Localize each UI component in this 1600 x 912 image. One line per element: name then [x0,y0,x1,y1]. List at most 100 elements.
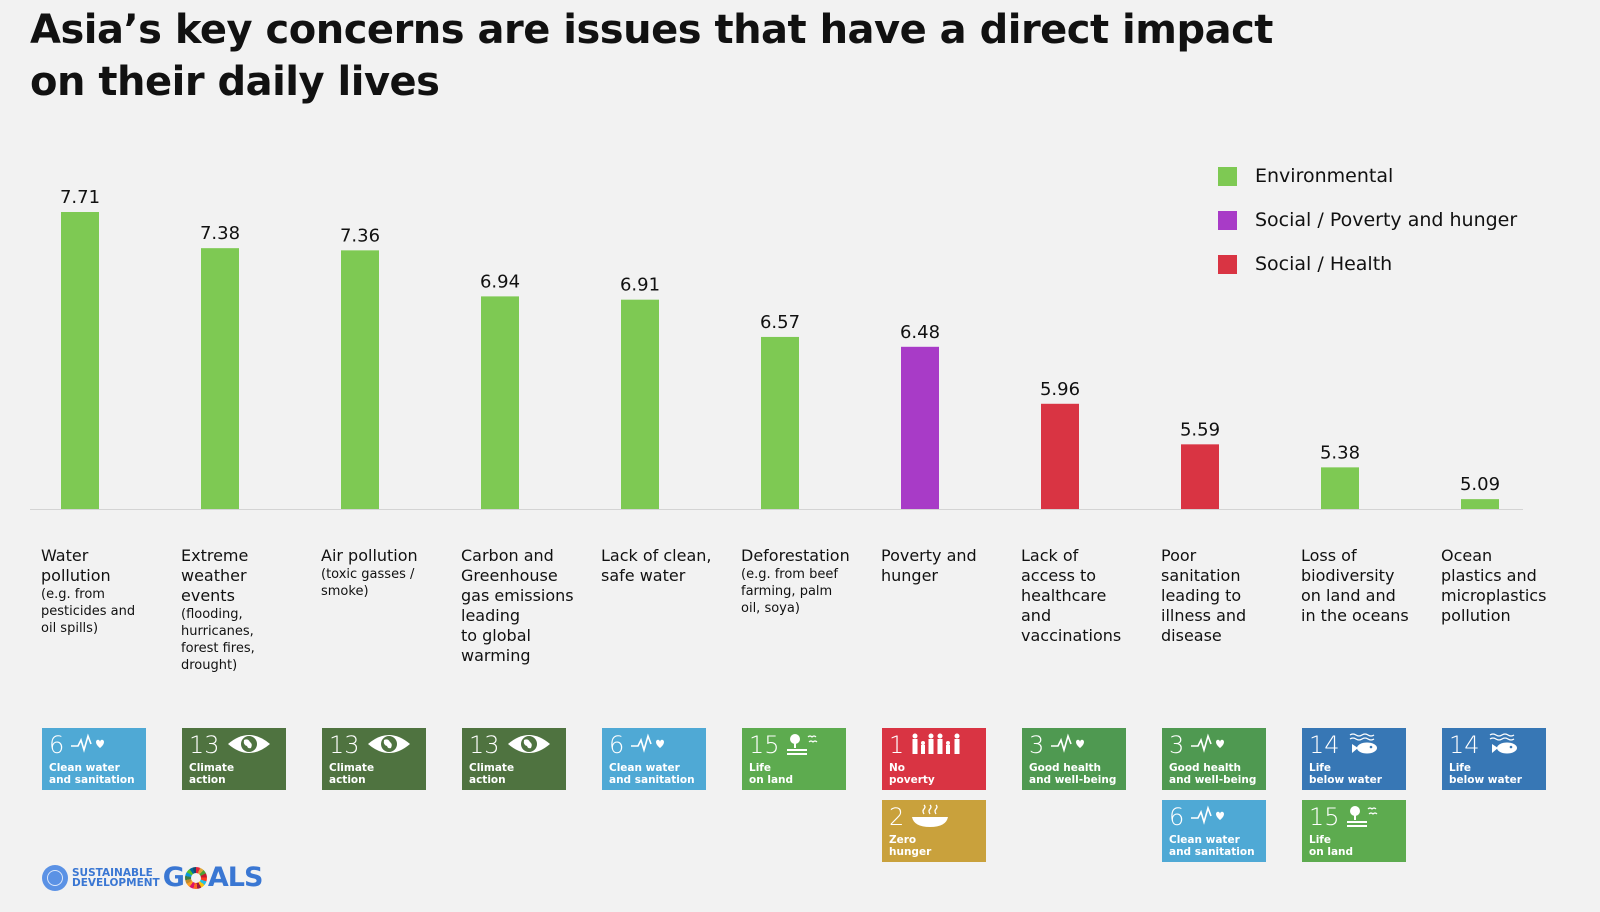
category-label: Extreme weather events (flooding, hurrica… [181,546,319,674]
data-label: 5.96 [1040,379,1080,400]
sdg-goal-name: Climate action [329,762,375,786]
sdg-number: 15 [749,731,780,759]
category-label: Lack of clean, safe water [601,546,739,586]
sdg-tile-column: 13 Climate action [182,728,286,790]
sdg-tile-2: 2 Zero hunger [882,800,986,862]
eye-globe-icon [506,732,552,758]
sdg-tile-column: 15 Life on land [742,728,846,790]
sdg-tile-14: 14 Life below water [1302,728,1406,790]
category-label: Ocean plastics and microplastics polluti… [1441,546,1579,626]
legend-label: Environmental [1255,165,1394,187]
category-main: Deforestation [741,546,850,565]
category-main: Loss of biodiversity on land and in the … [1301,546,1409,625]
sdg-goal-name: Clean water and sanitation [49,762,135,786]
legend-label: Social / Poverty and hunger [1255,209,1518,231]
bar-chart: 7.71 7.38 7.36 6.94 6.91 6.57 6.48 5.96 5.59 5.38… [30,187,1523,510]
category-note: (e.g. from pesticides and oil spills) [41,587,136,636]
sdg-tile-column: 3 Good health and well-being [1022,728,1126,790]
bowl-icon [910,804,950,830]
category-main: Lack of clean, safe water [601,546,712,585]
fish-waves-icon [1346,732,1382,758]
fish-waves-icon [1486,732,1522,758]
bar [1461,499,1499,509]
legend-swatch [1218,210,1237,230]
sdg-tile-6: 6 Clean water and sanitation [602,728,706,790]
title-line-1: Asia’s key concerns are issues that have… [30,7,1273,53]
sdg-number: 6 [1169,803,1185,831]
sdg-number: 6 [49,731,65,759]
sdg-number: 13 [329,731,360,759]
sdg-number: 1 [889,731,905,759]
sdg-tile-column: 6 Clean water and sanitation [42,728,146,790]
heartbeat-icon [1190,732,1230,758]
data-label: 5.38 [1320,442,1360,463]
sdg-number: 13 [189,731,220,759]
sdg-tile-column: 14 Life below water 15 Life on land [1302,728,1406,862]
family-icon [910,732,966,758]
sdg-number: 2 [889,803,905,831]
category-note: (e.g. from beef farming, palm oil, soya) [741,567,838,616]
category-label: Poverty and hunger [881,546,1019,586]
sdg-tile-13: 13 Climate action [322,728,426,790]
sdg-tile-column: 13 Climate action [462,728,566,790]
category-main: Poor sanitation leading to illness and d… [1161,546,1247,645]
data-label: 5.59 [1180,419,1220,440]
data-label: 7.38 [200,223,240,244]
data-label: 6.94 [480,271,520,292]
sdg-tile-column: 14 Life below water [1442,728,1546,790]
chart-title: Asia’s key concerns are issues that have… [30,4,1273,108]
un-emblem-icon [42,864,68,891]
sdg-number: 6 [609,731,625,759]
sdg-goal-name: Life below water [1449,762,1522,786]
bar [621,299,659,509]
sdg-goal-name: Climate action [469,762,515,786]
category-main: Carbon and Greenhouse gas emissions lead… [461,546,574,665]
sdg-tile-column: 1 No poverty 2 Zero hunger [882,728,986,862]
sdg-goal-name: Zero hunger [889,834,932,858]
sdg-tile-column: 13 Climate action [322,728,426,790]
legend-item-environmental: Environmental [1218,154,1517,198]
bar [481,296,519,509]
category-note: (flooding, hurricanes, forest fires, dro… [181,607,255,673]
bar [761,336,799,509]
sdg-logo: SUSTAINABLE DEVELOPMENT G ALS [42,862,264,893]
legend-swatch [1218,166,1237,186]
heartbeat-icon [1050,732,1090,758]
sdg-number: 3 [1029,731,1045,759]
logo-goals: G ALS [162,862,264,893]
sdg-goal-name: Life on land [1309,834,1354,858]
sdg-goal-name: Good health and well-being [1169,762,1257,786]
category-label: Air pollution (toxic gasses / smoke) [321,546,459,600]
legend-item-poverty-hunger: Social / Poverty and hunger [1218,198,1517,242]
sdg-number: 14 [1449,731,1480,759]
title-line-2: on their daily lives [30,59,440,105]
sdg-goal-name: Good health and well-being [1029,762,1117,786]
eye-globe-icon [226,732,272,758]
bar [901,346,939,509]
sdg-tile-14: 14 Life below water [1442,728,1546,790]
category-label: Deforestation (e.g. from beef farming, pa… [741,546,879,617]
sdg-tile-column: 6 Clean water and sanitation [602,728,706,790]
sdg-tile-6: 6 Clean water and sanitation [42,728,146,790]
sdg-number: 15 [1309,803,1340,831]
logo-text: SUSTAINABLE DEVELOPMENT [72,866,160,889]
bar [341,250,379,509]
sdg-tile-13: 13 Climate action [462,728,566,790]
water-drop-heartbeat-icon [70,732,110,758]
sdg-color-wheel-icon [184,866,207,889]
category-main: Ocean plastics and microplastics polluti… [1441,546,1547,625]
sdg-tile-1: 1 No poverty [882,728,986,790]
sdg-goal-name: Life below water [1309,762,1382,786]
sdg-goal-name: Clean water and sanitation [1169,834,1255,858]
bar [1181,444,1219,509]
data-label: 6.91 [620,275,660,296]
category-label: Poor sanitation leading to illness and d… [1161,546,1299,646]
sdg-number: 13 [469,731,500,759]
sdg-number: 14 [1309,731,1340,759]
category-label: Carbon and Greenhouse gas emissions lead… [461,546,599,666]
water-drop-heartbeat-icon [630,732,670,758]
data-label: 5.09 [1460,474,1500,495]
category-main: Extreme weather events [181,546,249,605]
tree-birds-icon [786,732,822,758]
data-label: 7.36 [340,225,380,246]
